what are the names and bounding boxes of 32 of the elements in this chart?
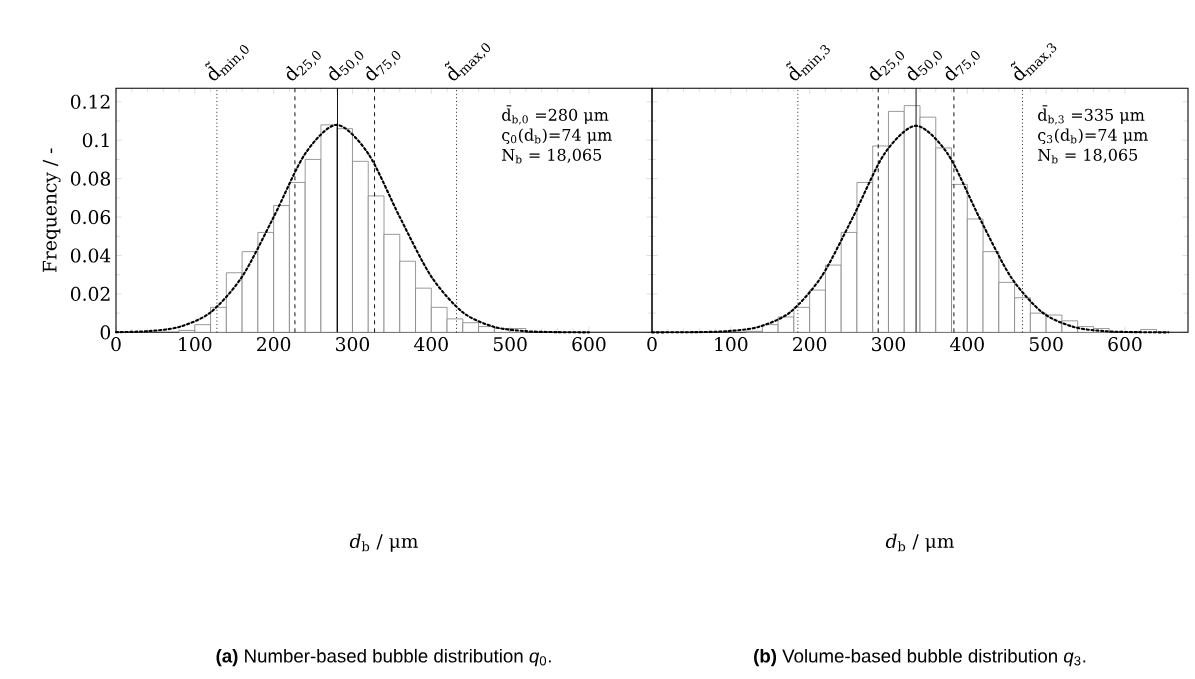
annotation: d̄$_{b,3}$ =335 μm [1038,105,1145,125]
y-tick-label: 0 [100,325,111,340]
x-axis-title: d$_{b}$ / μm [349,533,418,552]
annotation: ς$_{3}$(d$_{b}$)=74 μm [1038,128,1148,144]
x-tick-label: 200 [257,337,291,352]
x-tick-label: 0 [647,337,657,352]
text: (a) Number-based bubble distribution q$_{0}$. [216,648,551,667]
y-axis-title: Frequency / - [42,148,61,273]
y-tick-label: 0.1 [82,133,109,148]
x-tick-label: 300 [872,337,906,352]
x-tick-label: 100 [715,337,748,352]
x-tick-label: 100 [179,337,212,352]
annotation: N$_{b}$ = 18,065 [502,148,602,164]
y-tick-label: 0.08 [70,171,111,186]
x-tick-label: 400 [414,337,448,352]
x-axis-title: d$_{b}$ / μm [885,533,954,552]
x-tick-label: 600 [1108,337,1142,352]
annotation: N$_{b}$ = 18,065 [1038,148,1138,164]
x-tick-label: 600 [572,337,606,352]
x-tick-label: 500 [1029,337,1063,352]
y-tick-label: 0.06 [70,209,111,225]
x-tick-label: 300 [336,337,370,352]
x-tick-label: 0 [111,337,121,352]
x-tick-label: 500 [493,337,527,352]
annotation: ς$_{0}$(d$_{b}$)=74 μm [502,128,612,144]
y-tick-label: 0.02 [70,286,110,301]
text: (b) Volume-based bubble distribution q$_{3}$. [754,648,1086,667]
x-tick-label: 200 [793,337,827,352]
y-tick-label: 0.04 [70,248,111,263]
x-tick-label: 400 [950,337,984,352]
y-tick-label: 0.12 [70,94,110,109]
annotation: d̄$_{b,0}$ =280 μm [502,105,609,125]
